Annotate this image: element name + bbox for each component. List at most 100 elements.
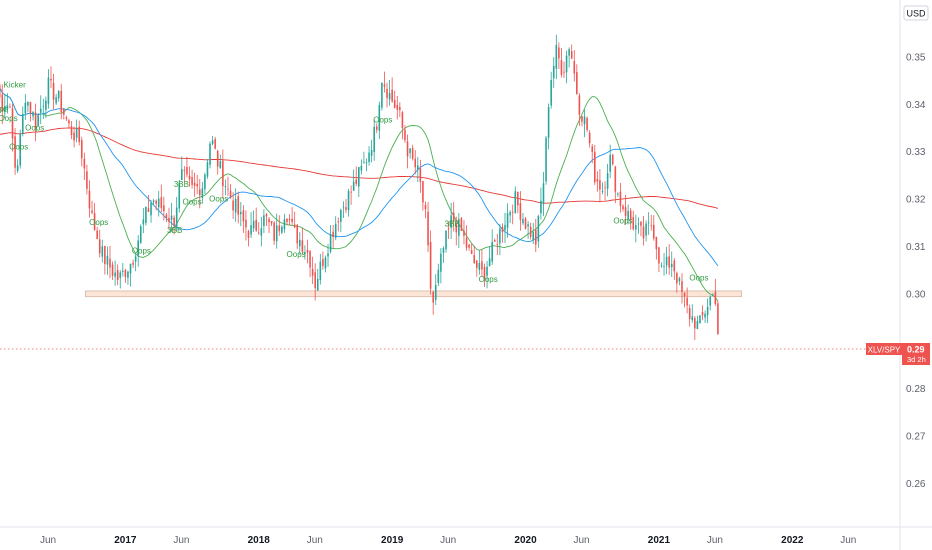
candle bbox=[191, 169, 193, 189]
candle bbox=[122, 263, 124, 277]
candle bbox=[16, 159, 19, 173]
candle bbox=[129, 263, 132, 287]
candle bbox=[517, 191, 519, 214]
candle bbox=[127, 270, 129, 285]
y-tick-label: 0.32 bbox=[906, 195, 926, 206]
candle bbox=[340, 208, 342, 233]
x-tick-label: Jun bbox=[307, 535, 323, 546]
candle bbox=[468, 243, 470, 251]
candle bbox=[416, 156, 419, 183]
candle bbox=[209, 141, 211, 169]
candle bbox=[501, 223, 504, 243]
candle bbox=[222, 149, 224, 199]
candle bbox=[668, 244, 670, 275]
candle bbox=[588, 130, 591, 148]
candle bbox=[499, 224, 501, 256]
candle bbox=[227, 176, 229, 196]
candle bbox=[6, 93, 9, 114]
candle bbox=[204, 172, 206, 194]
candle bbox=[442, 246, 445, 263]
candle bbox=[37, 113, 39, 126]
candle bbox=[465, 225, 468, 251]
candle bbox=[234, 188, 237, 222]
candle bbox=[55, 93, 57, 105]
candle bbox=[237, 191, 240, 224]
candle bbox=[711, 293, 714, 297]
candle bbox=[42, 98, 45, 119]
candle bbox=[288, 214, 291, 226]
candle bbox=[83, 152, 86, 180]
candle bbox=[401, 110, 404, 140]
candle bbox=[583, 109, 586, 138]
pattern-annotation: Oops bbox=[183, 198, 202, 207]
candle bbox=[11, 103, 14, 152]
candle bbox=[414, 150, 417, 175]
candle bbox=[357, 166, 360, 198]
candle bbox=[198, 179, 201, 209]
candle bbox=[573, 50, 576, 82]
candle bbox=[132, 259, 134, 268]
candle bbox=[306, 239, 309, 264]
candle bbox=[250, 212, 252, 239]
candle bbox=[73, 126, 75, 148]
candle bbox=[232, 192, 234, 219]
candle bbox=[409, 148, 411, 159]
candle bbox=[399, 102, 401, 118]
y-tick-label: 0.28 bbox=[906, 384, 926, 395]
candle bbox=[275, 213, 278, 249]
candle bbox=[329, 225, 332, 254]
currency-label: USD bbox=[906, 9, 926, 19]
candle bbox=[296, 223, 299, 249]
candle bbox=[273, 221, 275, 245]
pattern-annotation: 3BB bbox=[174, 180, 189, 189]
candle bbox=[563, 61, 565, 79]
candle bbox=[473, 245, 476, 264]
x-tick-label: 2021 bbox=[648, 535, 671, 546]
x-tick-label: 2019 bbox=[381, 535, 404, 546]
candle bbox=[611, 153, 614, 166]
x-tick-label: Jun bbox=[840, 535, 856, 546]
candle bbox=[9, 103, 11, 108]
candle bbox=[537, 214, 540, 248]
candle bbox=[475, 259, 478, 277]
x-tick-label: 2018 bbox=[248, 535, 271, 546]
candle bbox=[440, 248, 442, 284]
candle bbox=[157, 191, 160, 217]
symbol-price-badge[interactable]: XLV/SPY 0.29 3d 2h bbox=[866, 343, 930, 365]
time-axis[interactable]: Jun 2017 Jun 2018 Jun 2019 Jun 2020 Jun 2021 Jun 20… bbox=[40, 535, 856, 546]
candle bbox=[614, 165, 617, 204]
pattern-annotation: Oops bbox=[0, 114, 18, 123]
candle bbox=[586, 116, 588, 133]
candle bbox=[50, 66, 52, 89]
candle bbox=[240, 202, 242, 227]
candle bbox=[60, 83, 63, 120]
candle bbox=[606, 163, 609, 197]
candle bbox=[309, 249, 311, 278]
candle bbox=[206, 159, 209, 179]
moving-averages bbox=[0, 87, 719, 302]
candle bbox=[432, 290, 434, 315]
candle bbox=[699, 314, 701, 324]
candle bbox=[509, 210, 511, 224]
x-tick-label: 2022 bbox=[781, 535, 804, 546]
candle bbox=[660, 262, 663, 268]
currency-badge[interactable]: USD bbox=[903, 5, 929, 21]
candle bbox=[283, 213, 286, 233]
candle bbox=[429, 230, 432, 295]
candle bbox=[319, 253, 322, 285]
candle bbox=[257, 222, 260, 235]
candle bbox=[173, 215, 175, 235]
candle bbox=[65, 115, 68, 122]
candle bbox=[109, 245, 111, 279]
price-axis[interactable]: 0.260.270.280.300.310.320.330.340.350.36 bbox=[906, 5, 926, 490]
candle bbox=[437, 263, 440, 287]
candle bbox=[193, 172, 196, 197]
candle bbox=[534, 218, 537, 253]
candle bbox=[450, 202, 452, 239]
candle bbox=[124, 268, 127, 283]
candle bbox=[642, 215, 645, 246]
candle bbox=[391, 77, 393, 103]
y-tick-label: 0.34 bbox=[906, 100, 926, 111]
candle bbox=[152, 198, 155, 206]
